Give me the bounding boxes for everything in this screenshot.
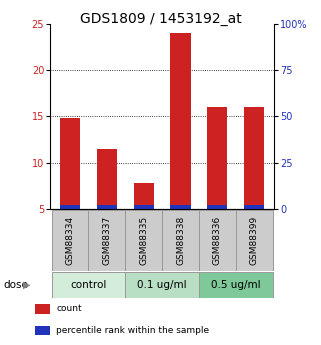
Bar [134, 183, 154, 209]
Text: percentile rank within the sample: percentile rank within the sample [56, 326, 209, 335]
Bar [207, 107, 228, 209]
Text: GSM88334: GSM88334 [65, 216, 74, 265]
Text: dose: dose [3, 280, 28, 290]
Bar [134, 206, 154, 209]
Bar [207, 206, 228, 209]
Text: GSM88399: GSM88399 [250, 216, 259, 265]
Text: control: control [70, 280, 107, 290]
Bar [125, 272, 199, 298]
Text: ▶: ▶ [23, 280, 30, 290]
Bar [52, 210, 88, 271]
Text: count: count [56, 304, 82, 313]
Bar [35, 305, 50, 314]
Bar [60, 206, 80, 209]
Bar [170, 206, 191, 209]
Bar [52, 272, 125, 298]
Bar [97, 149, 117, 209]
Text: 0.1 ug/ml: 0.1 ug/ml [137, 280, 187, 290]
Bar [125, 210, 162, 271]
Bar [88, 210, 125, 271]
Bar [199, 210, 236, 271]
Text: GSM88337: GSM88337 [102, 216, 111, 265]
Text: GDS1809 / 1453192_at: GDS1809 / 1453192_at [80, 12, 241, 26]
Bar [162, 210, 199, 271]
Bar [244, 107, 264, 209]
Text: GSM88335: GSM88335 [139, 216, 148, 265]
Bar [244, 206, 264, 209]
Bar [199, 272, 273, 298]
Bar [97, 206, 117, 209]
Text: GSM88336: GSM88336 [213, 216, 222, 265]
Bar [170, 33, 191, 209]
Text: GSM88338: GSM88338 [176, 216, 185, 265]
Text: 0.5 ug/ml: 0.5 ug/ml [211, 280, 261, 290]
Bar [35, 326, 50, 335]
Bar [60, 118, 80, 209]
Bar [236, 210, 273, 271]
